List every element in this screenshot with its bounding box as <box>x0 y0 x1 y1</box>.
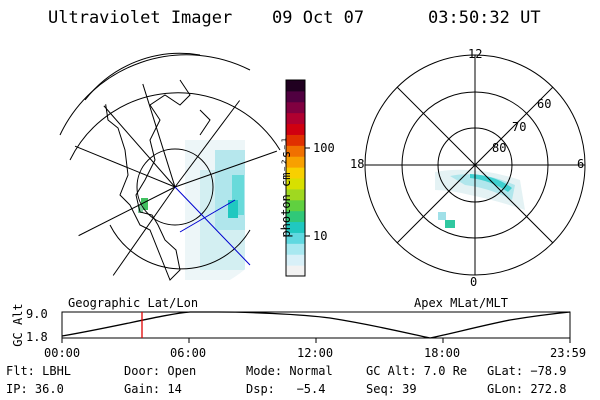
status-glat: GLat: −78.9 <box>487 364 567 378</box>
colorbar-segment <box>286 178 305 190</box>
status-ip: IP: 36.0 <box>6 382 64 396</box>
mlt-label-0: 0 <box>470 275 478 289</box>
aurora-emission-left <box>138 140 245 280</box>
colorbar-segment <box>286 112 305 125</box>
terminator-line <box>174 186 251 266</box>
right-map-caption: Apex MLat/MLT <box>414 296 508 310</box>
status-filter: Flt: LBHL <box>6 364 72 378</box>
colorbar-segment <box>286 265 305 277</box>
altitude-xtick-1800: 18:00 <box>424 346 461 360</box>
polar-mlt-map <box>364 54 586 276</box>
colorbar-tick-10: 10 <box>313 229 328 243</box>
altitude-ytick-top: 9.0 <box>26 307 48 321</box>
colorbar-segment <box>286 254 305 266</box>
altitude-xtick-2359: 23:59 <box>550 346 587 360</box>
colorbar-tick-100: 100 <box>313 141 335 155</box>
mlt-label-18: 18 <box>350 157 365 171</box>
colorbar-segment <box>286 101 305 114</box>
colorbar-segment <box>286 221 305 233</box>
mlat-label-70: 70 <box>512 120 527 134</box>
instrument-title: Ultraviolet Imager <box>48 8 233 28</box>
colorbar-segment <box>286 243 305 255</box>
colorbar-segment <box>286 123 305 135</box>
status-mode: Mode: Normal <box>246 364 333 378</box>
status-gain: Gain: 14 <box>124 382 182 396</box>
time-label: 03:50:32 UT <box>428 8 541 28</box>
status-glon: GLon: 272.8 <box>487 382 567 396</box>
colorbar-segment <box>286 232 305 244</box>
mlat-label-80: 80 <box>492 141 507 155</box>
status-gc-alt: GC Alt: 7.0 Re <box>366 364 468 378</box>
colorbar-segment <box>286 80 305 92</box>
altitude-ytick-bottom: 1.8 <box>26 330 48 344</box>
status-door: Door: Open <box>124 364 197 378</box>
colorbar-segment <box>286 90 305 103</box>
mlat-label-60: 60 <box>537 97 552 111</box>
status-seq: Seq: 39 <box>366 382 417 396</box>
altitude-ylabel: GC Alt <box>11 303 25 347</box>
color-bar <box>285 79 306 277</box>
mlt-label-6: 6 <box>577 157 585 171</box>
colorbar-segment <box>286 167 305 179</box>
mlt-label-12: 12 <box>468 47 483 61</box>
altitude-xtick-1200: 12:00 <box>297 346 334 360</box>
landmass-north <box>79 79 111 101</box>
colorbar-frame <box>285 79 306 277</box>
colorbar-segment <box>286 134 305 146</box>
colorbar-segment <box>286 188 305 201</box>
altitude-xtick-0600: 06:00 <box>170 346 207 360</box>
date-label: 09 Oct 07 <box>272 8 365 28</box>
altitude-plot <box>61 311 571 343</box>
colorbar-segment <box>286 145 305 157</box>
geographic-map <box>59 52 281 281</box>
altitude-xtick-0000: 00:00 <box>44 346 81 360</box>
colorbar-segment <box>286 156 305 168</box>
colorbar-segment <box>286 199 305 212</box>
colorbar-segment <box>286 210 305 223</box>
aurora-emission-right <box>435 169 525 228</box>
altitude-curve <box>61 311 571 339</box>
left-map-caption: Geographic Lat/Lon <box>68 296 199 310</box>
colorbar-unit-label: photon cm⁻²s⁻¹ <box>279 136 293 238</box>
status-dsp: Dsp: −5.4 <box>246 382 326 396</box>
